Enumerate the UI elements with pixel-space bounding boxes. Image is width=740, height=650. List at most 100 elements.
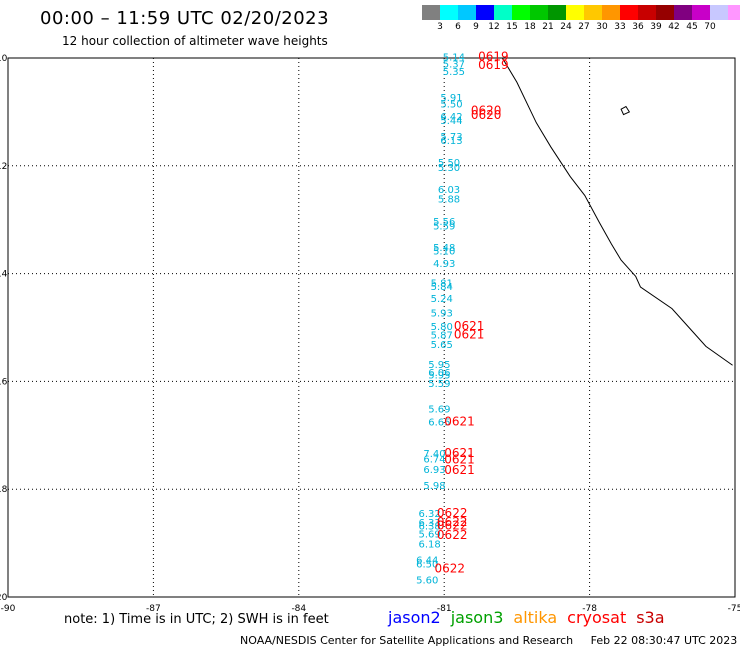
colorbar-swatch bbox=[422, 5, 440, 20]
colorbar-swatch bbox=[602, 5, 620, 20]
swh-label: 5.50 bbox=[440, 100, 462, 111]
swh-label: 5.95 bbox=[428, 371, 450, 382]
swh-label: 6.32 bbox=[419, 509, 441, 520]
colorbar-swatch bbox=[620, 5, 638, 20]
swh-label: 5.80 bbox=[431, 322, 453, 333]
satellite-jason3: jason3 bbox=[450, 608, 504, 627]
page-subtitle: 12 hour collection of altimeter wave hei… bbox=[62, 34, 328, 48]
colorbar-label: 21 bbox=[542, 22, 554, 32]
colorbar-swatch bbox=[656, 5, 674, 20]
satellite-cryosat: cryosat bbox=[567, 608, 627, 627]
lat-tick-label: -14 bbox=[0, 270, 8, 280]
footer-timestamp: Feb 22 08:30:47 UTC 2023 bbox=[590, 634, 738, 647]
colorbar-swatch bbox=[638, 5, 656, 20]
swh-label: 5.30 bbox=[438, 163, 460, 174]
colorbar-label: 12 bbox=[488, 22, 500, 32]
swh-label: 6.03 bbox=[438, 185, 460, 196]
swh-label: 5.87 bbox=[431, 330, 453, 341]
swh-label: 6.50 bbox=[416, 559, 438, 570]
swh-label: 6.44 bbox=[416, 556, 438, 567]
swh-label: 6.06 bbox=[428, 368, 450, 379]
swh-label: 5.14 bbox=[443, 53, 465, 64]
lon-tick-label: -84 bbox=[291, 604, 306, 614]
footer: NOAA/NESDIS Center for Satellite Applica… bbox=[240, 634, 737, 647]
swh-label: 5.10 bbox=[433, 247, 455, 258]
lon-tick-label: -75 bbox=[728, 604, 740, 614]
colorbar-swatch bbox=[494, 5, 512, 20]
swh-label: 6.33 bbox=[419, 518, 441, 529]
colorbar-swatch bbox=[566, 5, 584, 20]
time-label: 0622 bbox=[437, 515, 468, 529]
swh-label: 5.37 bbox=[443, 60, 465, 71]
colorbar-swatch bbox=[674, 5, 692, 20]
coastline bbox=[501, 57, 733, 366]
time-label: 0622 bbox=[435, 562, 466, 576]
time-label: 0620 bbox=[471, 108, 502, 122]
colorbar-label: 36 bbox=[632, 22, 644, 32]
colorbar-label: 6 bbox=[455, 22, 461, 32]
colorbar-label: 15 bbox=[506, 22, 518, 32]
swh-label: 5.59 bbox=[433, 221, 455, 232]
colorbar-label: 9 bbox=[473, 22, 479, 32]
time-label: 0619 bbox=[478, 58, 509, 72]
swh-label: 5.73 bbox=[440, 132, 462, 143]
colorbar-swatch bbox=[458, 5, 476, 20]
lat-tick-label: -16 bbox=[0, 377, 8, 387]
swh-label: 7.40 bbox=[423, 449, 445, 460]
swh-label: 5.35 bbox=[443, 67, 465, 78]
satellite-jason2: jason2 bbox=[388, 608, 441, 627]
map-frame bbox=[7, 57, 736, 598]
swh-label: 6.74 bbox=[423, 454, 445, 465]
colorbar-swatch bbox=[440, 5, 458, 20]
time-label: 0622 bbox=[437, 519, 468, 533]
colorbar-label: 42 bbox=[668, 22, 680, 32]
time-label: 0621 bbox=[444, 463, 475, 477]
swh-label: 5.24 bbox=[431, 294, 453, 305]
satellite-s3a: s3a bbox=[636, 608, 665, 627]
swh-label: 5.93 bbox=[431, 309, 453, 320]
time-label: 0621 bbox=[444, 452, 475, 466]
swh-label: 5.98 bbox=[423, 481, 445, 492]
swh-label: 5.60 bbox=[416, 576, 438, 587]
colorbar-label: 27 bbox=[578, 22, 590, 32]
swh-label: 5.59 bbox=[428, 379, 450, 390]
lat-tick-label: -12 bbox=[0, 162, 7, 172]
swh-label: 5.84 bbox=[431, 282, 453, 293]
colorbar-label: 70 bbox=[704, 22, 716, 32]
swh-label: 4.93 bbox=[433, 259, 455, 270]
time-label: 0620 bbox=[471, 104, 502, 118]
colorbar-label: 18 bbox=[524, 22, 536, 32]
swh-label: 5.44 bbox=[440, 116, 462, 127]
satellite-altika: altika bbox=[513, 608, 558, 627]
swh-label: 5.95 bbox=[428, 360, 450, 371]
swh-label: 6.18 bbox=[419, 539, 441, 550]
swh-label: 6.65 bbox=[428, 418, 450, 429]
colorbar-label: 45 bbox=[686, 22, 698, 32]
colorbar-label: 33 bbox=[614, 22, 626, 32]
time-label: 0622 bbox=[437, 528, 468, 542]
colorbar-swatch bbox=[584, 5, 602, 20]
colorbar-label: 39 bbox=[650, 22, 662, 32]
swh-label: 5.81 bbox=[431, 279, 453, 290]
colorbar-swatch bbox=[476, 5, 494, 20]
swh-label: 5.56 bbox=[433, 217, 455, 228]
swh-label: 5.69 bbox=[428, 405, 450, 416]
colorbar-label: 3 bbox=[437, 22, 443, 32]
colorbar bbox=[422, 5, 740, 20]
island bbox=[620, 105, 631, 116]
time-label: 0621 bbox=[454, 319, 485, 333]
swh-label: 6.38 bbox=[419, 522, 441, 533]
time-label: 0619 bbox=[478, 50, 509, 64]
page-title: 00:00 – 11:59 UTC 02/20/2023 bbox=[40, 8, 330, 29]
colorbar-swatch bbox=[512, 5, 530, 20]
time-label: 0622 bbox=[437, 506, 468, 520]
swh-label: 5.48 bbox=[433, 243, 455, 254]
lon-tick-label: -90 bbox=[1, 604, 16, 614]
note-text: note: 1) Time is in UTC; 2) SWH is in fe… bbox=[64, 612, 329, 627]
colorbar-swatch bbox=[728, 5, 740, 20]
time-label: 0621 bbox=[444, 415, 475, 429]
colorbar-label: 24 bbox=[560, 22, 572, 32]
swh-label: 5.50 bbox=[438, 158, 460, 169]
swh-label: 5.69 bbox=[419, 530, 441, 541]
